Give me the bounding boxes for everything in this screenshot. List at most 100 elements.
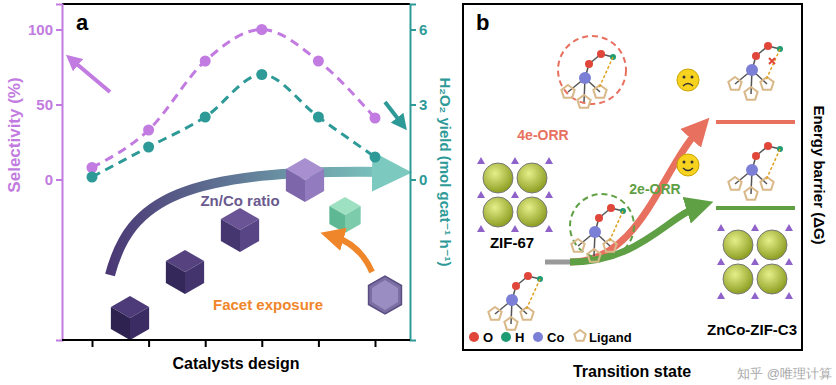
atom-co [579,72,591,84]
node [477,157,485,164]
ligand [728,77,741,90]
molecule [571,204,626,262]
node [545,225,553,232]
happy-face [677,154,699,176]
axis: 0 3 6 [410,5,427,341]
pointer-arrow [385,102,402,124]
data-point [256,24,267,35]
legend-label: Co [547,330,564,345]
atom-o [524,272,532,280]
cube [221,208,259,252]
tick: 3 [410,96,427,113]
face [677,154,699,176]
tick-label: 6 [419,21,427,38]
ligand [488,307,501,320]
node [477,225,485,232]
cube-left [329,206,345,233]
tick-label: 0 [419,171,427,188]
series-line [92,75,375,178]
tick-mark [56,29,62,31]
crystal [477,157,553,232]
tick-mark [410,29,416,31]
ratio-arrow [110,172,392,275]
node [545,191,553,198]
structure-label: ZnCo-ZIF-C3 [707,321,797,338]
tick-mark [410,179,416,181]
tick-mark [56,179,62,181]
pathway-curve [570,128,700,262]
atom-o [764,42,772,50]
illustrations [72,60,402,340]
annotation: Facet exposure [213,296,323,313]
node [717,224,725,231]
mouth [683,84,693,87]
data-point [370,113,381,124]
ligand [728,177,741,190]
mouth [683,168,693,171]
panel-a: Zn/Co ratioFacet exposure050100036Select… [5,4,454,372]
node [751,224,759,231]
panel-b: b4e-ORR2e-ORRZIF-67ZnCo-ZIF-C3OHCoLigand [463,4,802,350]
tick [262,340,263,347]
tick-label: 50 [36,96,53,113]
cube-left [166,261,185,294]
cage [517,197,547,227]
baseline [545,260,572,265]
tick-mark [375,340,377,347]
figure: Zn/Co ratioFacet exposure050100036Select… [0,0,836,385]
atom-o [752,152,760,160]
series-line [92,30,375,168]
cube-right [305,169,324,202]
atom-o [764,142,772,150]
tick-mark [205,340,207,347]
data-point [370,152,381,163]
data-point [200,112,211,123]
molecule [561,50,616,108]
eye [691,76,694,79]
tick: 0 [410,171,427,188]
tick-label: 0 [45,171,53,188]
data-point [200,56,211,67]
cage [757,264,787,294]
ligand [504,317,517,330]
cube-right [240,219,259,252]
data-point [143,142,154,153]
axis-title: Catalysts design [172,355,299,372]
atom-co [589,226,601,238]
cube-right [185,261,204,294]
tick [92,340,93,347]
panel-frame [463,4,802,350]
structure-label: ZIF-67 [490,234,534,251]
atom-co [746,64,758,76]
cube-right [345,206,361,233]
cage [757,230,787,260]
cube [286,158,324,202]
legend-swatch [501,332,511,342]
tick: 100 [28,21,62,38]
data-point [313,112,324,123]
data-point [256,69,267,80]
node [785,258,793,265]
atom-o [597,50,605,58]
face [677,69,699,91]
axis-line [93,341,376,348]
highlight-circle [558,36,626,104]
axis-title: Selectivity (%) [5,77,24,192]
tick-mark [56,104,62,106]
atom-o [595,214,603,222]
atom-o [585,60,593,68]
axis-line [56,5,63,341]
cage [723,264,753,294]
legend: OHCoLigand [469,330,632,345]
node [717,258,725,265]
cage [723,230,753,260]
node [511,191,519,198]
legend-label: H [515,330,524,345]
axis-title: Transition state [573,363,691,380]
h-bond [599,57,613,88]
molecule [488,272,543,330]
ligand [577,95,590,108]
plot-area [87,24,381,183]
h-bond [766,49,780,80]
cube-left [111,307,130,340]
